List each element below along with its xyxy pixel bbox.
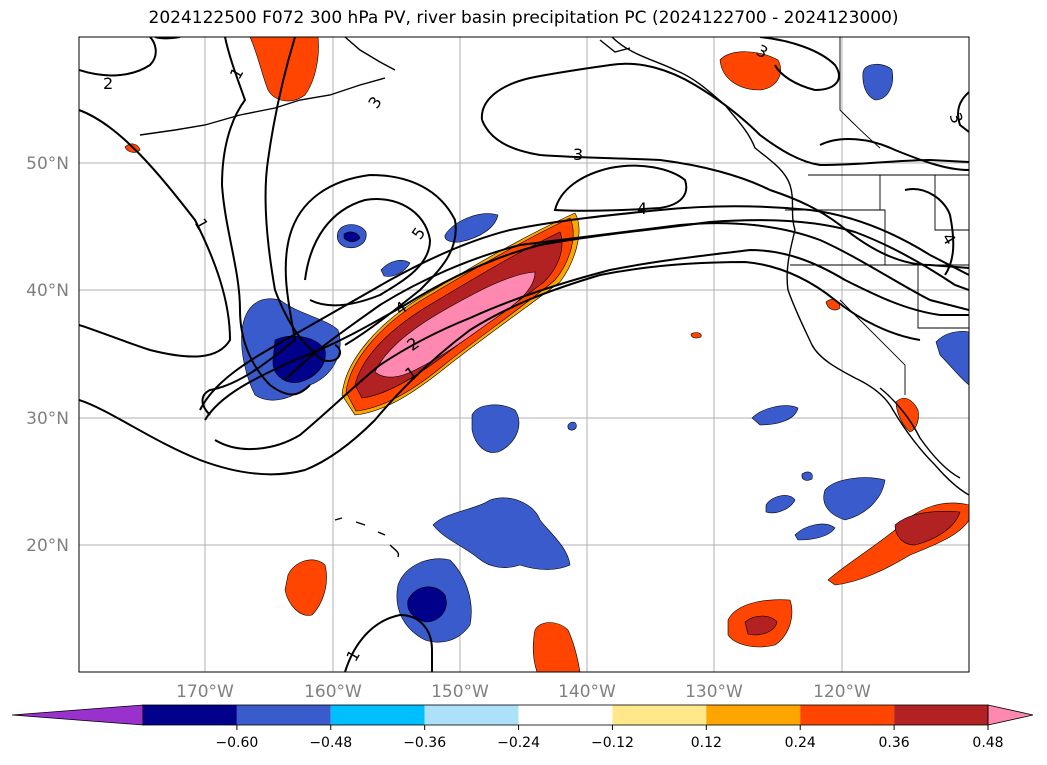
lat-label: 50°N bbox=[26, 154, 69, 174]
colorbar-tick-label: −0.36 bbox=[403, 735, 446, 751]
colorbar-cell bbox=[800, 705, 895, 725]
colorbar-cell bbox=[706, 705, 801, 725]
longitude-labels: 170°W 160°W 150°W 140°W 130°W 120°W bbox=[176, 682, 871, 702]
colorbar-cell bbox=[236, 705, 331, 725]
hawaii bbox=[334, 517, 400, 558]
colorbar-cell bbox=[612, 705, 707, 725]
colorbar-tick-label: −0.48 bbox=[309, 735, 352, 751]
colorbar-tick-label: 0.36 bbox=[879, 735, 910, 751]
map-frame bbox=[78, 36, 970, 673]
contour-label: 3 bbox=[573, 145, 583, 164]
lat-label: 30°N bbox=[26, 409, 69, 429]
contour-label: 4 bbox=[637, 199, 647, 218]
colorbar-tick-label: −0.60 bbox=[215, 735, 258, 751]
pv-contours bbox=[79, 37, 969, 672]
colorbar-arrow-right bbox=[987, 704, 1034, 726]
colorbar-cells bbox=[143, 705, 988, 725]
lon-label: 130°W bbox=[685, 682, 743, 702]
colorbar-cell bbox=[894, 705, 988, 725]
lat-label: 40°N bbox=[26, 281, 69, 301]
colorbar-cell bbox=[518, 705, 613, 725]
colorbar: −0.60 −0.48 −0.36 −0.24 −0.12 0.12 0.24 0.36 0.4… bbox=[11, 704, 1034, 751]
lon-label: 170°W bbox=[176, 682, 234, 702]
map-title: 2024122500 F072 300 hPa PV, river basin … bbox=[148, 8, 899, 28]
baja-coast bbox=[879, 387, 961, 479]
contour-label: 2 bbox=[103, 74, 113, 93]
colorbar-tick-label: −0.12 bbox=[591, 735, 634, 751]
lat-label: 20°N bbox=[26, 536, 69, 556]
lon-label: 160°W bbox=[304, 682, 362, 702]
aleutians bbox=[139, 77, 386, 136]
latitude-labels: 50°N 40°N 30°N 20°N bbox=[26, 154, 69, 556]
lon-label: 120°W bbox=[813, 682, 871, 702]
colorbar-cell bbox=[330, 705, 425, 725]
colorbar-tick-group: −0.60 −0.48 −0.36 −0.24 −0.12 0.12 0.24 0.36 0.4… bbox=[215, 725, 1004, 751]
lon-label: 140°W bbox=[558, 682, 616, 702]
colorbar-outline bbox=[142, 704, 989, 726]
colorbar-cell bbox=[143, 705, 237, 725]
colorbar-cell bbox=[424, 705, 519, 725]
colorbar-arrow-left bbox=[11, 704, 144, 726]
lon-label: 150°W bbox=[431, 682, 489, 702]
colorbar-tick-label: −0.24 bbox=[497, 735, 540, 751]
colorbar-tick-label: 0.24 bbox=[785, 735, 816, 751]
colorbar-tick-label: 0.48 bbox=[972, 735, 1003, 751]
colorbar-tick-label: 0.12 bbox=[691, 735, 722, 751]
alaska-islands bbox=[344, 37, 631, 71]
precip-shading bbox=[124, 37, 969, 672]
